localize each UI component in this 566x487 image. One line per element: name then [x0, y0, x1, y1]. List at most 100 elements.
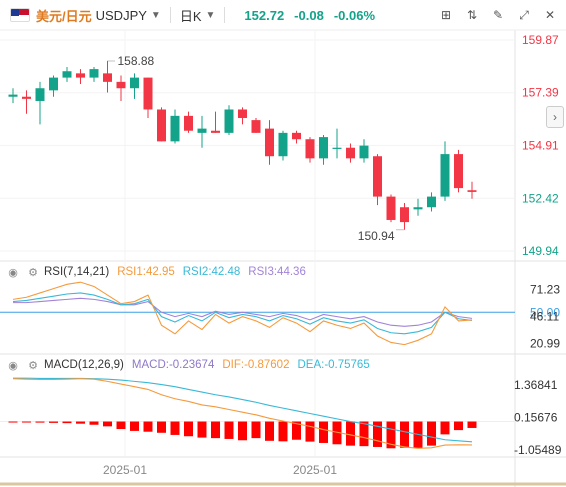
dif-line: [12, 378, 473, 449]
price-axis-label: 154.91: [522, 138, 559, 152]
macd-histogram-bar: [467, 421, 477, 428]
candle-body: [386, 196, 396, 220]
candle-body: [130, 77, 139, 89]
macd-histogram-bar: [454, 421, 463, 431]
macd-title: MACD(12,26,9): [44, 359, 124, 371]
rsi-axis-label: 71.23: [530, 282, 560, 296]
macd-histogram-bar: [211, 421, 220, 439]
macd-histogram-bar: [251, 421, 261, 439]
macd-histogram-bar: [62, 421, 72, 424]
candle-body: [157, 109, 166, 142]
gear-icon[interactable]: ⚙: [28, 359, 38, 372]
candle-body: [143, 77, 153, 110]
fullscreen-icon[interactable]: ⤢: [519, 7, 529, 22]
rsi3-value: RSI3:44.36: [248, 266, 306, 278]
candle-body: [224, 109, 234, 133]
candle-body: [49, 77, 58, 91]
candle-body: [170, 115, 180, 142]
candle-body: [62, 71, 72, 78]
timeframe-selector[interactable]: 日K: [179, 8, 202, 24]
macd-histogram-bar: [265, 421, 274, 441]
chevron-down-icon[interactable]: ▼: [205, 9, 216, 21]
pair-name[interactable]: 美元/日元: [36, 8, 92, 24]
candle-body: [103, 73, 112, 82]
macd-histogram-bar: [332, 421, 342, 445]
macd-histogram-bar: [103, 421, 112, 427]
divider: [169, 7, 171, 23]
indicator-icon[interactable]: ⇅: [466, 8, 478, 22]
macd-histogram-bar: [427, 421, 436, 446]
toolbar-icons: ⊞ ⇅ ✎ ⤢ ✕: [436, 6, 560, 24]
macd-histogram-bar: [440, 421, 450, 435]
candle-body: [211, 130, 220, 133]
candle-body: [427, 196, 436, 208]
dif-value: DIF:-0.87602: [222, 359, 290, 371]
price-axis-label: 149.94: [522, 244, 559, 258]
macd-histogram-bar: [305, 421, 315, 442]
macd-histogram-bar: [292, 421, 301, 440]
macd-histogram-bar: [157, 421, 166, 433]
candle-body: [373, 156, 382, 197]
macd-header: ◉ ⚙ MACD(12,26,9) MACD:-0.23674 DIF:-0.8…: [0, 356, 370, 374]
candle-body: [197, 128, 207, 133]
macd-histogram-bar: [278, 421, 288, 442]
macd-histogram-bar: [130, 421, 139, 431]
macd-histogram-bar: [35, 421, 45, 423]
last-price: 152.72: [244, 7, 285, 23]
candle-body: [22, 96, 31, 99]
gear-icon[interactable]: ⚙: [28, 266, 38, 279]
macd-histogram-bar: [400, 421, 409, 448]
rsi-axis-label: 20.99: [530, 337, 560, 351]
rsi1-line: [12, 281, 473, 346]
candle-body: [8, 94, 18, 97]
candle-body: [35, 88, 45, 101]
drawing-icon[interactable]: ✎: [492, 8, 504, 22]
rsi3-line: [13, 297, 473, 327]
chevron-right-icon[interactable]: ›: [546, 106, 564, 128]
crosshair-icon[interactable]: ⊞: [440, 8, 452, 22]
macd-axis-label: 0.15676: [514, 410, 558, 424]
us-flag-icon: [10, 8, 30, 22]
candle-body: [400, 207, 409, 223]
price-change: -0.08: [294, 7, 324, 23]
macd-histogram-bar: [319, 421, 328, 443]
pair-code[interactable]: USDJPY: [95, 7, 147, 23]
candle-body: [319, 137, 328, 159]
macd-histogram-bar: [373, 421, 382, 447]
close-icon[interactable]: ✕: [544, 8, 556, 22]
chevron-down-icon[interactable]: ▼: [150, 9, 161, 21]
rsi-header: ◉ ⚙ RSI(7,14,21) RSI1:42.95 RSI2:42.48 R…: [0, 263, 306, 281]
macd-histogram-bar: [346, 421, 355, 446]
candle-body: [359, 145, 369, 159]
rsi-axis-label: 46.11: [530, 309, 559, 323]
candle-body: [251, 120, 261, 133]
candle-body: [116, 81, 126, 89]
macd-histogram-bar: [170, 421, 180, 435]
macd-histogram-bar: [89, 421, 99, 425]
candle-body: [413, 207, 423, 210]
candle-body: [238, 109, 247, 118]
macd-histogram-bar: [238, 421, 247, 441]
eye-icon[interactable]: ◉: [8, 266, 18, 279]
price-axis-label: 152.42: [522, 191, 559, 205]
eye-icon[interactable]: ◉: [8, 359, 18, 372]
rsi2-line: [12, 292, 473, 335]
candle-body: [76, 73, 85, 78]
candle-body: [292, 132, 301, 140]
macd-histogram-bar: [8, 421, 18, 423]
macd-histogram-bar: [116, 421, 126, 430]
macd-axis-label: 1.36841: [514, 378, 558, 392]
rsi-title: RSI(7,14,21): [44, 266, 110, 278]
macd-axis-label: -1.05489: [514, 443, 562, 457]
price-axis-label: 159.87: [522, 33, 559, 47]
macd-histogram-bar: [184, 421, 193, 437]
macd-histogram-bar: [76, 421, 85, 424]
time-axis-label: 2025-01: [103, 463, 147, 477]
macd-histogram-bar: [197, 421, 207, 438]
macd-histogram-bar: [22, 421, 31, 423]
dea-value: DEA:-0.75765: [297, 359, 370, 371]
candle-body: [454, 154, 463, 189]
candle-body: [184, 115, 193, 131]
candle-body: [305, 139, 315, 159]
